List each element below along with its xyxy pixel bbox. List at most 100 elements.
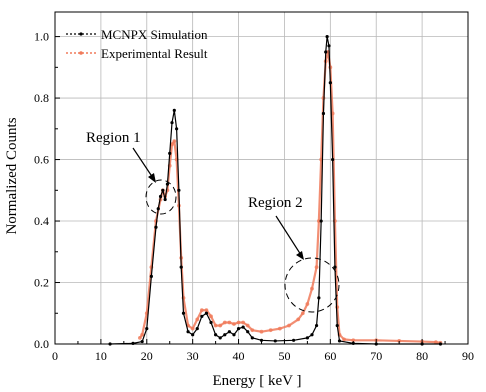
data-point-simulation (324, 50, 328, 54)
data-point-simulation (335, 323, 339, 328)
data-point-simulation (175, 127, 179, 131)
data-point-experimental (287, 323, 291, 328)
data-point-simulation (209, 320, 213, 325)
legend-marker-experimental (79, 51, 83, 55)
data-point-simulation (273, 339, 277, 343)
data-point-simulation (140, 339, 144, 344)
data-point-simulation (200, 314, 204, 318)
data-point-simulation (154, 225, 158, 229)
data-point-experimental (342, 337, 346, 342)
data-point-experimental (172, 139, 177, 144)
data-point-experimental (245, 323, 250, 328)
data-point-simulation (327, 44, 331, 48)
data-point-experimental (190, 326, 195, 331)
y-axis-title: Normalized Counts (4, 117, 20, 234)
data-point-experimental (300, 311, 305, 316)
y-tick-label: 1.0 (34, 30, 49, 44)
y-tick-label: 0.6 (34, 153, 49, 167)
legend-item-experimental: Experimental Result (66, 46, 208, 61)
data-point-simulation (331, 157, 335, 162)
data-point-simulation (195, 327, 199, 331)
data-point-experimental (397, 339, 402, 343)
data-point-simulation (181, 311, 186, 315)
data-point-simulation (321, 111, 326, 116)
data-point-experimental (241, 320, 246, 325)
x-tick-label: 40 (233, 349, 245, 363)
data-point-simulation (314, 323, 319, 328)
data-point-experimental (232, 322, 236, 326)
data-point-simulation (186, 330, 190, 334)
data-point-simulation (310, 333, 314, 337)
region-1-arrow (132, 147, 154, 179)
legend-label-simulation: MCNPX Simulation (101, 27, 208, 42)
data-point-experimental (305, 302, 310, 306)
legend-marker-simulation (79, 32, 83, 36)
data-point-simulation (214, 333, 218, 337)
data-point-experimental (268, 328, 273, 333)
legend-label-experimental: Experimental Result (101, 46, 208, 61)
x-tick-label: 10 (95, 349, 107, 363)
data-point-experimental (137, 335, 142, 340)
data-point-simulation (177, 188, 181, 192)
region-1-circle (145, 179, 177, 215)
data-point-simulation (250, 336, 254, 340)
y-tick-label: 0.2 (34, 276, 49, 290)
data-point-simulation (328, 81, 332, 85)
data-point-simulation (158, 194, 163, 199)
axis-ticks: 0 10 20 30 40 50 60 70 80 90 0.0 0.2 0.4 0.6 0.8 1.0 (34, 30, 474, 363)
data-point-experimental (433, 340, 438, 345)
x-tick-label: 0 (52, 349, 58, 363)
data-point-simulation (227, 330, 231, 334)
data-point-experimental (314, 265, 319, 270)
annotation-region-2: Region 2 (248, 195, 303, 211)
annotation-region-1: Region 1 (86, 130, 141, 146)
data-point-experimental (316, 219, 321, 223)
series-layer (108, 34, 443, 346)
data-point-simulation (170, 121, 174, 125)
x-tick-label: 90 (462, 349, 474, 363)
data-point-experimental (195, 317, 200, 322)
data-point-experimental (199, 308, 204, 313)
data-point-simulation (325, 34, 329, 39)
data-point-simulation (161, 188, 165, 192)
legend-item-simulation: MCNPX Simulation (66, 27, 208, 42)
data-point-experimental (222, 320, 227, 325)
data-point-simulation (259, 338, 264, 342)
data-point-simulation (232, 333, 236, 337)
data-point-experimental (236, 320, 241, 325)
legend: MCNPX Simulation Experimental Result (66, 27, 208, 61)
region-1-arrowhead (148, 173, 156, 183)
data-point-simulation (145, 327, 149, 331)
data-point-simulation (172, 108, 176, 112)
region-2-circle (284, 257, 340, 313)
data-point-simulation (292, 338, 296, 342)
x-tick-label: 20 (141, 349, 153, 363)
data-point-simulation (191, 333, 195, 337)
data-point-simulation (156, 207, 160, 211)
data-point-simulation (241, 325, 245, 329)
data-point-experimental (259, 329, 264, 334)
data-point-experimental (140, 332, 145, 337)
x-axis-title: Energy [ keV ] (212, 373, 301, 389)
data-point-simulation (149, 274, 153, 278)
data-point-experimental (277, 326, 282, 331)
data-point-simulation (223, 333, 227, 337)
data-point-experimental (296, 317, 301, 322)
x-tick-label: 80 (416, 349, 428, 363)
data-point-simulation (236, 327, 241, 331)
data-point-simulation (319, 219, 323, 223)
region-2-arrowhead (296, 251, 304, 260)
data-point-experimental (351, 338, 356, 343)
data-point-experimental (310, 286, 314, 291)
data-point-simulation (204, 311, 209, 315)
grid-lines (55, 12, 468, 344)
data-point-experimental (213, 323, 218, 328)
series-line-simulation (110, 35, 441, 345)
data-point-simulation (163, 197, 167, 202)
data-point-simulation (333, 265, 337, 269)
data-point-simulation (337, 339, 342, 343)
data-point-simulation (246, 330, 250, 334)
x-tick-label: 70 (370, 349, 382, 363)
annotations: Region 1 Region 2 (86, 130, 340, 313)
